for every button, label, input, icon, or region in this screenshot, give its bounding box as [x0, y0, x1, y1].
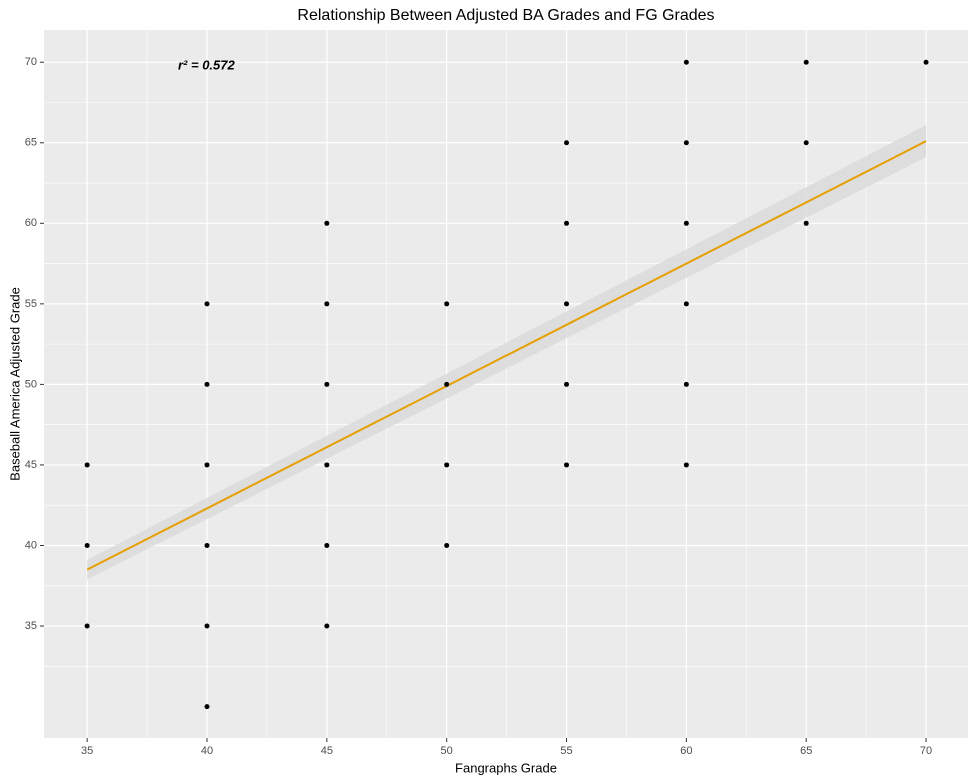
data-point: [324, 462, 330, 468]
regression-line: [86, 140, 927, 571]
data-point: [324, 301, 330, 307]
confidence-band: [87, 125, 927, 580]
data-point: [564, 140, 570, 146]
data-point: [324, 220, 330, 226]
x-tick-label: 60: [680, 745, 692, 757]
data-point: [204, 542, 210, 548]
data-point: [683, 140, 689, 146]
y-tick-label: 40: [25, 539, 37, 551]
y-tick-label: 35: [25, 620, 37, 632]
data-point: [84, 462, 90, 468]
data-point: [683, 462, 689, 468]
data-point: [324, 623, 330, 629]
y-tick-label: 60: [25, 217, 37, 229]
data-point: [683, 220, 689, 226]
data-point: [324, 542, 330, 548]
data-point: [923, 59, 929, 65]
data-point: [84, 623, 90, 629]
y-tick-label: 55: [25, 298, 37, 310]
data-point: [204, 462, 210, 468]
y-tick-label: 45: [25, 459, 37, 471]
y-tick-label: 65: [25, 137, 37, 149]
data-point: [444, 381, 450, 387]
x-tick-label: 65: [800, 745, 812, 757]
y-tick-label: 50: [25, 378, 37, 390]
data-point: [204, 381, 210, 387]
y-axis-title: Baseball America Adjusted Grade: [7, 287, 22, 481]
y-tick-label: 70: [25, 56, 37, 68]
data-point: [683, 301, 689, 307]
data-point: [204, 623, 210, 629]
data-point: [803, 59, 809, 65]
data-point: [444, 301, 450, 307]
data-point: [564, 462, 570, 468]
data-point: [803, 220, 809, 226]
data-point: [444, 542, 450, 548]
data-point: [204, 704, 210, 710]
x-tick-label: 55: [560, 745, 572, 757]
x-tick-label: 70: [920, 745, 932, 757]
x-tick-label: 45: [321, 745, 333, 757]
x-axis-title: Fangraphs Grade: [455, 760, 557, 775]
data-point: [564, 220, 570, 226]
chart-title: Relationship Between Adjusted BA Grades …: [297, 7, 714, 24]
x-tick-label: 35: [81, 745, 93, 757]
data-point: [204, 301, 210, 307]
data-point: [564, 381, 570, 387]
data-point: [803, 140, 809, 146]
data-point: [84, 542, 90, 548]
data-point: [564, 301, 570, 307]
r-squared-annotation: r² = 0.572: [178, 57, 236, 72]
x-tick-label: 50: [441, 745, 453, 757]
data-point: [683, 381, 689, 387]
data-point: [444, 462, 450, 468]
data-point: [324, 381, 330, 387]
data-point: [683, 59, 689, 65]
x-tick-label: 40: [201, 745, 213, 757]
